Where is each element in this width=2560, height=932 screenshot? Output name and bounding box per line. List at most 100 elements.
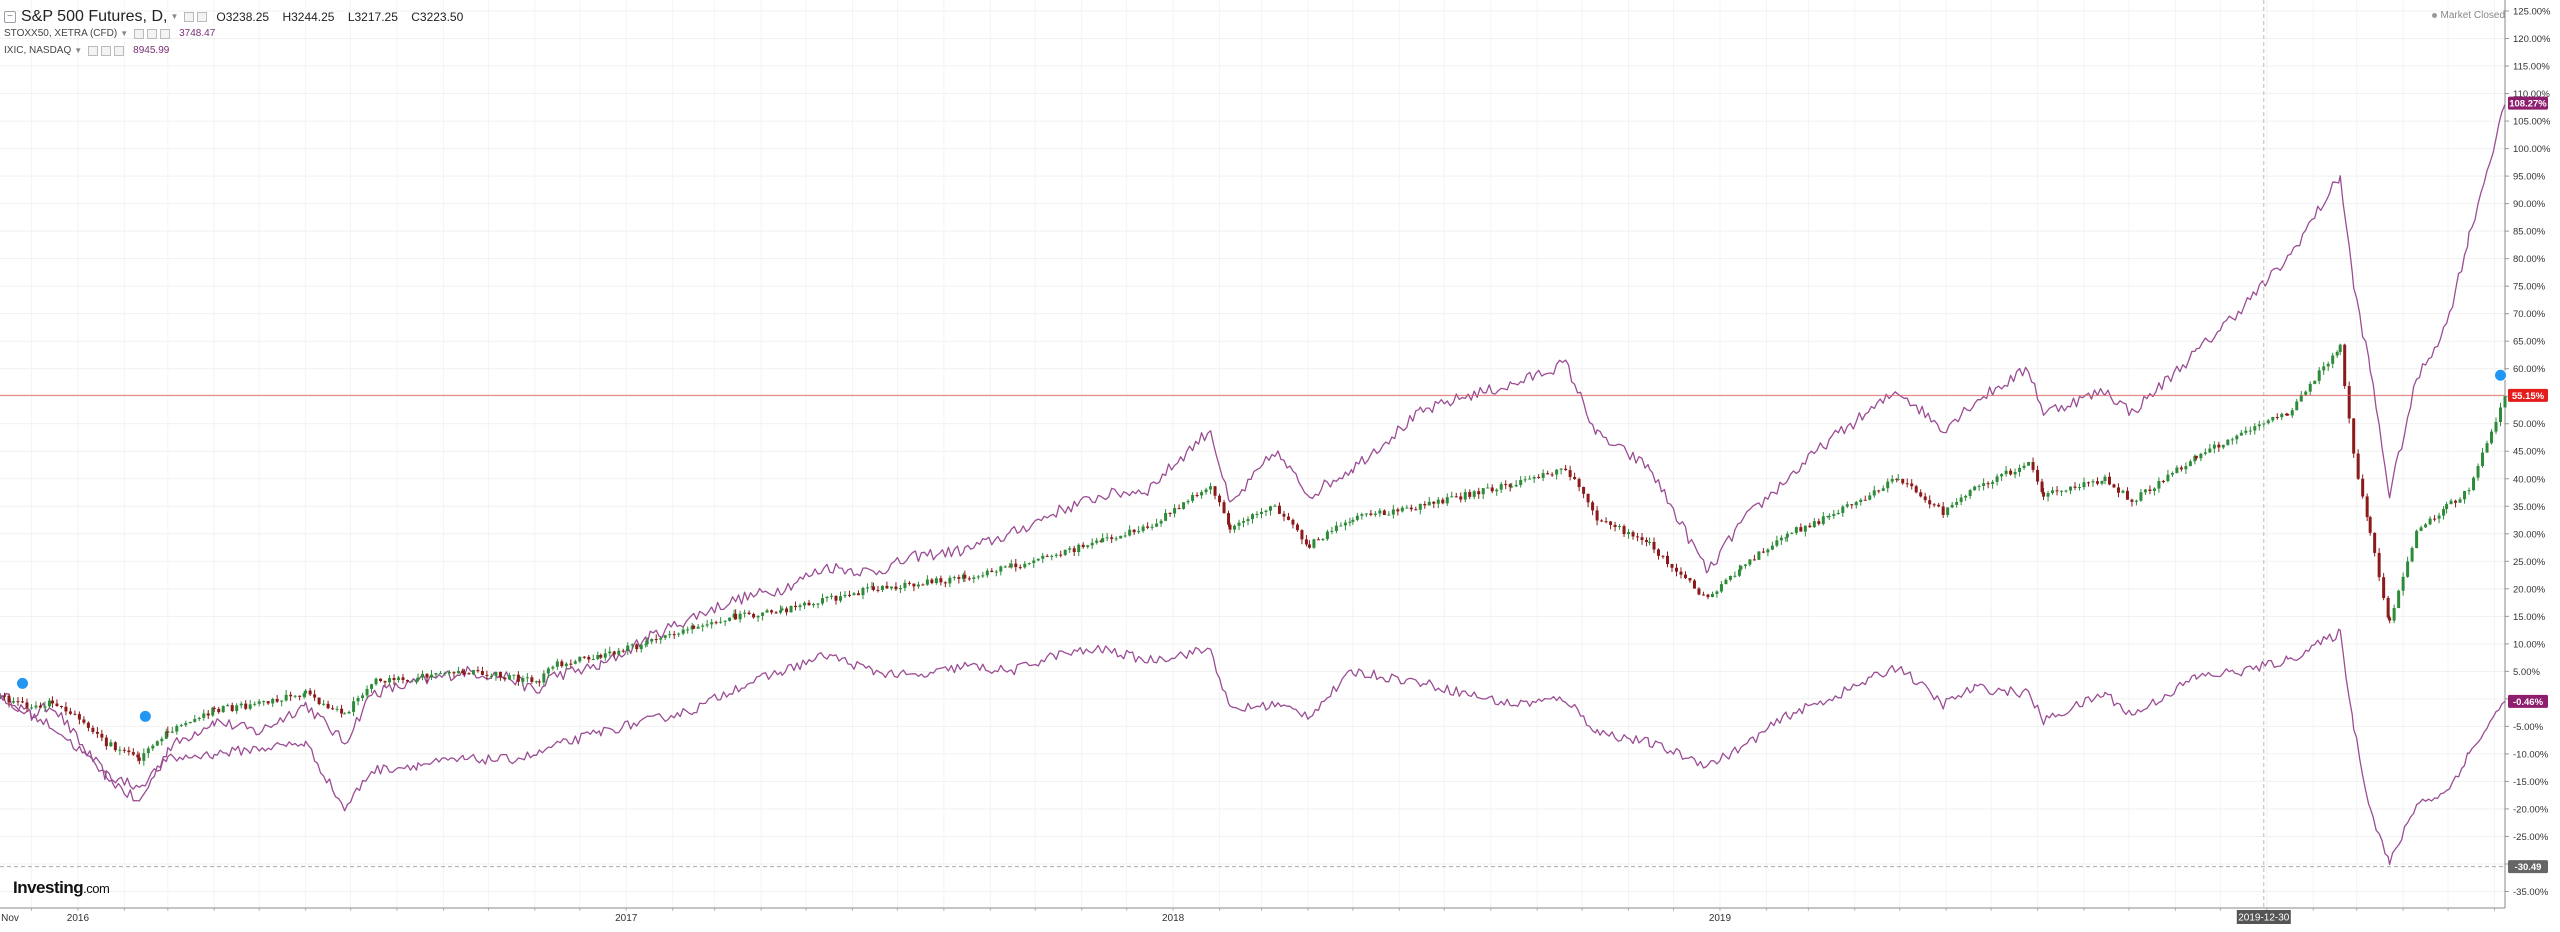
candle-body [1233,525,1237,530]
event-marker-icon [138,709,152,723]
candle-body [170,731,174,733]
candle-body [1692,580,1696,589]
candle-body [340,708,344,714]
candle-body [2112,484,2116,488]
candle-body [2051,490,2055,494]
candle-body [1733,575,1737,577]
candle-body [1373,513,1377,515]
candle-body [1477,491,1481,495]
candle-body [1555,469,1559,475]
candle-body [284,694,288,701]
settings-series-button[interactable] [101,45,112,56]
candle-body [1387,514,1391,516]
axis-value-tag-bg [2508,860,2548,874]
candle-body [2239,432,2243,436]
candle-body [1991,481,1995,484]
remove-series-button[interactable] [160,28,171,39]
candle-body [1050,555,1054,557]
candle-body [1982,483,1986,486]
candle-body [2476,466,2480,478]
candle-body [803,602,807,606]
candle-body [894,586,898,590]
candle-body [1923,496,1927,501]
chevron-down-icon[interactable]: ▼ [170,12,179,21]
hide-series-button[interactable] [88,45,99,56]
candle-body [1391,509,1395,515]
stoxx50-line [0,628,2506,866]
candle-body [1307,544,1311,548]
candle-body [525,677,529,679]
candle-body [1436,499,1440,504]
candle-body [1645,540,1649,543]
settings-series-button[interactable] [147,28,158,39]
event-marker-icon [15,676,29,690]
candle-body [630,644,634,646]
candle-body [2458,499,2462,503]
candle-body [2152,488,2156,491]
candle-body [2415,530,2419,549]
candle-body [710,622,714,625]
stoxx-symbol-label[interactable]: STOXX50, XETRA (CFD) [4,28,118,39]
chevron-down-icon[interactable]: ▼ [74,46,83,55]
candle-body [302,693,306,697]
candle-body [322,703,326,705]
candle-body [2042,492,2046,497]
candle-body [1964,495,1968,498]
remove-series-button[interactable] [114,45,125,56]
candle-body [1959,497,1963,503]
candle-body [253,703,257,705]
candle-body [1523,479,1527,481]
ohlc-values: O3238.25 H3244.25 L3217.25 C3223.50 [216,10,473,24]
nasdaq-symbol-label[interactable]: IXIC, NASDAQ [4,45,72,56]
candle-body [221,706,225,713]
candle-body [861,588,865,596]
candle-body [1661,555,1665,557]
candle-body [551,666,555,669]
candle-body [1604,521,1608,523]
candle-body [2373,532,2377,553]
collapse-legend-button[interactable]: − [4,10,16,23]
candle-body [889,586,893,589]
candle-body [1321,539,1325,541]
candle-body [1697,588,1701,595]
candle-body [392,678,396,680]
y-tick-label: -15.00% [2513,777,2549,788]
candle-body [1304,539,1308,545]
hide-series-button[interactable] [134,28,145,39]
candle-body [2226,439,2230,445]
candle-body [1613,524,1617,528]
candle-body [1300,530,1304,540]
chevron-down-icon[interactable]: ▼ [120,29,129,38]
settings-series-button[interactable] [197,11,208,22]
candle-body [1785,533,1789,538]
candle-body [2125,490,2129,500]
candle-body [317,697,321,705]
candle-body [1631,532,1635,537]
candle-body [1054,554,1058,556]
candle-body [2442,509,2446,516]
candle-body [1177,508,1181,510]
candle-body [512,674,516,676]
candle-body [516,674,520,682]
candle-body [2308,383,2312,392]
candle-body [976,576,980,578]
main-symbol-label[interactable]: S&P 500 Futures, D, [21,7,168,25]
candle-body [77,714,81,720]
y-tick-label: 20.00% [2513,584,2546,595]
candle-body [2313,380,2317,384]
candle-body [461,670,465,674]
candle-body [494,671,498,676]
candle-body [1003,566,1007,568]
candle-body [1973,486,1977,491]
candle-body [383,681,387,683]
candle-body [2009,470,2013,475]
hide-series-button[interactable] [184,11,195,22]
candle-body [151,745,155,749]
candle-body [650,639,654,642]
candle-body [686,629,690,631]
candle-body [2275,416,2279,418]
candle-body [43,706,47,708]
stoxx-value: 3748.47 [179,28,216,39]
